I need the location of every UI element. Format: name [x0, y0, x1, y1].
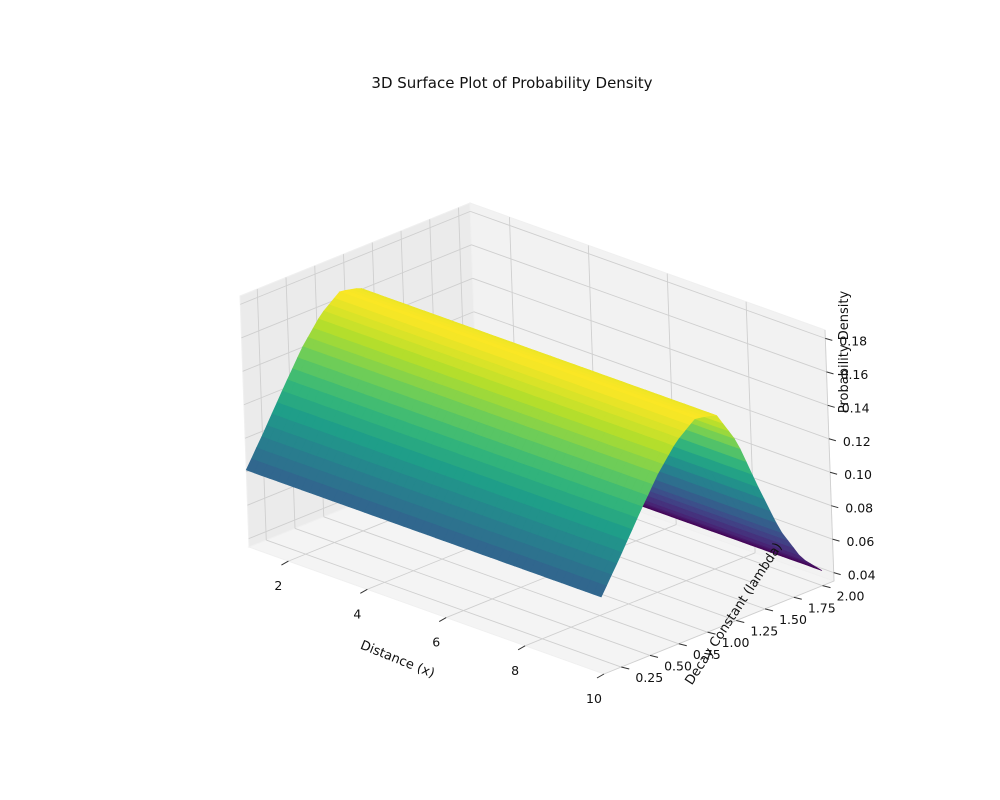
z-tick-label: 0.12	[843, 434, 871, 449]
x-tick-mark	[517, 645, 526, 651]
x-axis-label: Distance (x)	[358, 638, 437, 681]
x-gridline-floor	[524, 552, 756, 647]
y-tick-label: 1.25	[750, 624, 778, 639]
z-gridline-left	[240, 210, 471, 305]
x-tick-label: 4	[353, 606, 361, 621]
x-tick-mark	[596, 673, 605, 679]
chart-title: 3D Surface Plot of Probability Density	[371, 74, 652, 92]
surface-patch	[592, 582, 607, 598]
z-tick-label: 0.18	[839, 333, 867, 348]
x-tick-label: 10	[586, 691, 602, 706]
z-tick-mark	[831, 505, 839, 509]
y-tick-label: 1.00	[722, 635, 750, 650]
y-tick-mark	[678, 643, 687, 647]
z-tick-mark	[833, 572, 841, 576]
z-tick-mark	[827, 404, 835, 408]
y-gridline-floor	[294, 527, 651, 656]
y-tick-mark	[621, 666, 630, 670]
y-tick-label: 0.50	[664, 658, 692, 673]
z-gridline-back	[472, 277, 828, 406]
z-gridline-back	[473, 311, 830, 440]
y-tick-label: 0.75	[693, 647, 721, 662]
z-gridline-back	[470, 210, 826, 339]
y-tick-mark	[707, 631, 716, 635]
y-tick-mark	[764, 608, 774, 612]
z-tick-label: 0.06	[847, 534, 875, 549]
z-tick-mark	[829, 471, 838, 475]
z-tick-mark	[826, 371, 834, 375]
z-tick-label: 0.04	[848, 568, 876, 583]
y-tick-mark	[736, 620, 745, 624]
y-tick-label: 1.50	[779, 612, 807, 627]
x-tick-mark	[438, 617, 447, 622]
x-tick-label: 2	[274, 578, 282, 593]
x-tick-mark	[281, 560, 289, 566]
y-gridline-floor	[266, 539, 622, 668]
z-tick-mark	[832, 538, 840, 542]
x-gridline-floor	[603, 580, 835, 675]
z-tick-label: 0.16	[841, 367, 869, 382]
z-tick-mark	[825, 337, 833, 341]
y-tick-mark	[649, 654, 659, 658]
z-axis-label: Probability Density	[837, 291, 852, 414]
z-tick-label: 0.14	[842, 400, 870, 415]
y-gridline-floor	[323, 516, 679, 645]
x-tick-label: 6	[432, 635, 440, 650]
y-tick-mark	[822, 585, 831, 589]
x-tick-mark	[360, 588, 368, 594]
y-tick-label: 0.25	[635, 670, 663, 685]
y-tick-mark	[793, 596, 802, 600]
y-tick-label: 1.75	[808, 600, 836, 615]
z-tick-label: 0.08	[845, 501, 873, 516]
z-tick-mark	[828, 438, 837, 442]
axis-ticks: 2 4 6 8 10 0.250.500.751.001.251.501.752.00 0.…	[274, 333, 875, 706]
z-gridline-back	[471, 244, 827, 373]
surface-mesh	[245, 287, 823, 598]
z-tick-label: 0.10	[844, 467, 872, 482]
x-tick-label: 8	[511, 663, 519, 678]
y-tick-label: 2.00	[837, 589, 865, 604]
